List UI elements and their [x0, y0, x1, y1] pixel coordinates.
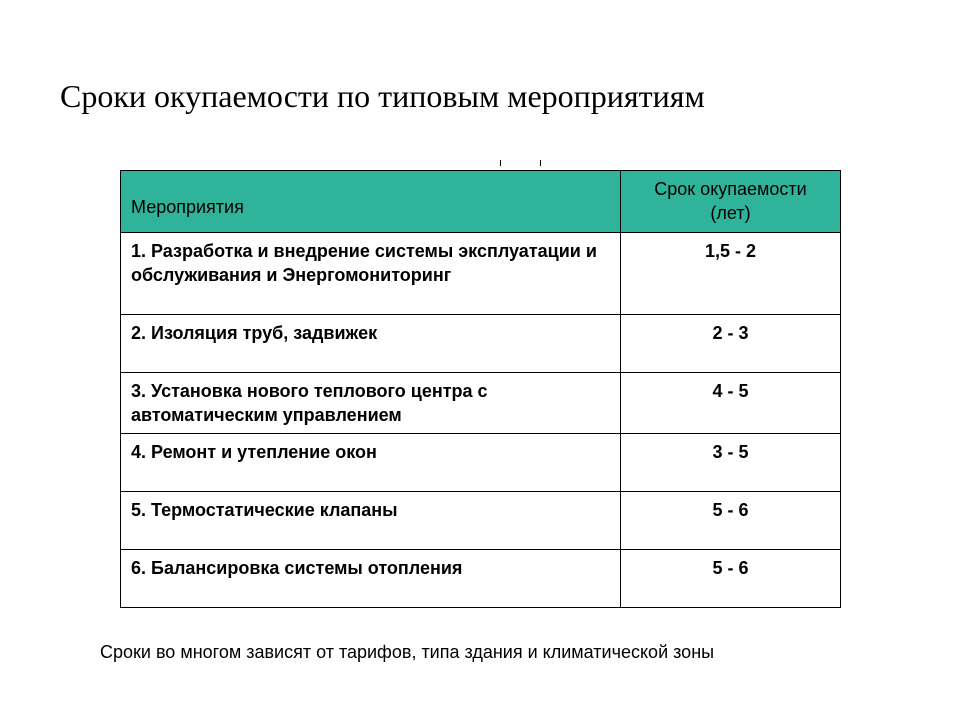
table-row: 5. Термостатические клапаны5 - 6	[121, 492, 841, 550]
cell-period: 3 - 5	[621, 434, 841, 492]
payback-table: Мероприятия Срок окупаемости (лет) 1. Ра…	[120, 170, 841, 608]
slide: Сроки окупаемости по типовым мероприятия…	[0, 0, 960, 720]
table-row: 2. Изоляция труб, задвижек2 - 3	[121, 314, 841, 372]
header-period: Срок окупаемости (лет)	[621, 171, 841, 233]
table-row: 6. Балансировка системы отопления5 - 6	[121, 550, 841, 608]
table-header-row: Мероприятия Срок окупаемости (лет)	[121, 171, 841, 233]
cell-measure: 3. Установка нового теплового центра с а…	[121, 372, 621, 434]
cell-measure: 2. Изоляция труб, задвижек	[121, 314, 621, 372]
cell-period: 5 - 6	[621, 550, 841, 608]
cell-measure: 6. Балансировка системы отопления	[121, 550, 621, 608]
table-row: 3. Установка нового теплового центра с а…	[121, 372, 841, 434]
cell-measure: 1. Разработка и внедрение системы эксплу…	[121, 232, 621, 314]
cell-period: 4 - 5	[621, 372, 841, 434]
header-period-line2: (лет)	[631, 201, 830, 225]
cell-period: 1,5 - 2	[621, 232, 841, 314]
cell-measure: 4. Ремонт и утепление окон	[121, 434, 621, 492]
cell-period: 2 - 3	[621, 314, 841, 372]
header-measure: Мероприятия	[121, 171, 621, 233]
table-row: 4. Ремонт и утепление окон3 - 5	[121, 434, 841, 492]
header-measure-label: Мероприятия	[131, 197, 244, 217]
footnote: Сроки во многом зависят от тарифов, типа…	[100, 642, 714, 663]
header-period-line1: Срок окупаемости	[631, 177, 830, 201]
slide-title: Сроки окупаемости по типовым мероприятия…	[60, 78, 705, 115]
tick-marks	[120, 160, 840, 170]
table-row: 1. Разработка и внедрение системы эксплу…	[121, 232, 841, 314]
cell-measure: 5. Термостатические клапаны	[121, 492, 621, 550]
cell-period: 5 - 6	[621, 492, 841, 550]
payback-table-container: Мероприятия Срок окупаемости (лет) 1. Ра…	[120, 170, 840, 608]
